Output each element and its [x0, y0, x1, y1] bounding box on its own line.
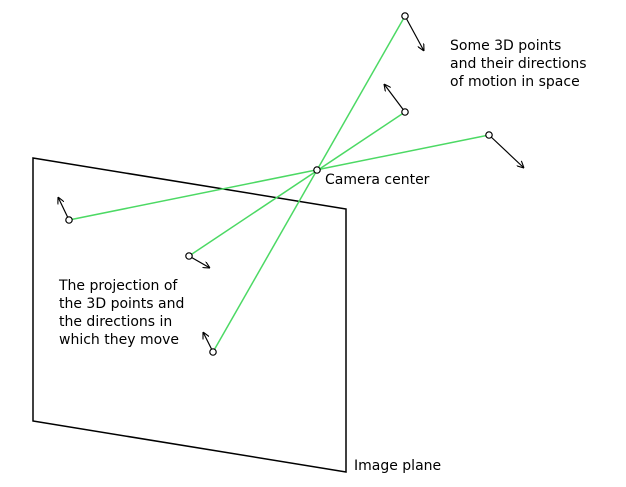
points-note: Some 3D points and their directions of m… [450, 37, 587, 91]
motion-arrow-left-proj [58, 197, 70, 221]
motion-arrow-center-proj [188, 255, 210, 268]
camera-center-point [313, 166, 321, 174]
motion-arrow-right [488, 134, 524, 168]
projection-rays [68, 15, 490, 353]
projection-note-line-2: the 3D points and [59, 296, 185, 312]
point-3d-top [401, 12, 409, 20]
ray-2 [188, 111, 406, 257]
points-note-line-3: of motion in space [450, 74, 580, 90]
point-proj-bottom [209, 348, 217, 356]
motion-arrows [58, 15, 524, 353]
projection-note-line-1: The projection of [59, 278, 178, 294]
ray-1 [212, 15, 406, 353]
projection-note-line-4: which they move [59, 332, 180, 348]
points-note-line-2: and their directions [450, 56, 587, 72]
motion-arrow-top [404, 15, 424, 51]
image-plane [32, 157, 347, 473]
points [65, 12, 493, 356]
point-proj-center [185, 252, 193, 260]
projection-note-line-3: the directions in [59, 314, 173, 330]
ray-3 [68, 134, 490, 221]
projection-note: The projection of the 3D points and the … [59, 277, 184, 349]
image-plane-label: Image plane [354, 458, 442, 474]
motion-arrow-mid [384, 84, 406, 113]
camera-center-label: Camera center [325, 172, 430, 188]
point-3d-mid [401, 108, 409, 116]
points-note-line-1: Some 3D points [450, 38, 562, 54]
point-3d-right [485, 131, 493, 139]
point-proj-left [65, 216, 73, 224]
